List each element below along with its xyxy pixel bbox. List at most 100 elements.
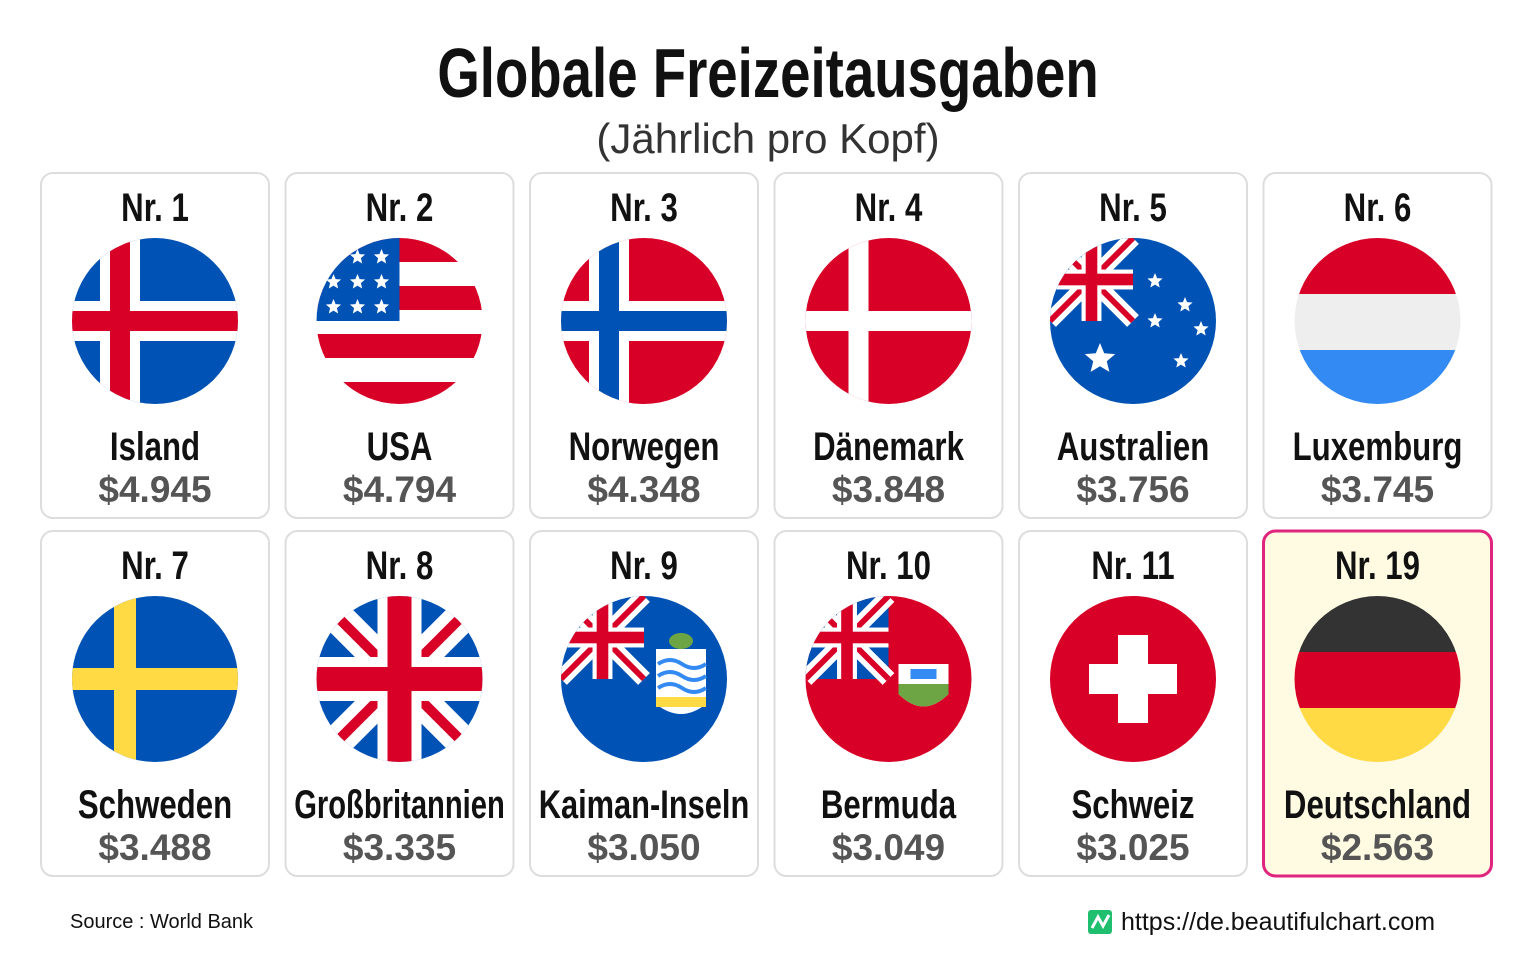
value: $3.848 [832, 469, 945, 510]
card: Nr. 10 Bermuda$3.049 [773, 530, 1004, 877]
flag-part [596, 596, 609, 679]
rank-group: Nr. 4 [855, 185, 923, 230]
rank-group: Nr. 10 [846, 543, 931, 588]
value: $4.945 [98, 469, 211, 510]
flag-part [1118, 635, 1148, 723]
flag-part [910, 669, 937, 679]
flag [1050, 238, 1216, 404]
country-group: Großbritannien [294, 782, 505, 827]
rank: Nr. 1 [121, 185, 189, 230]
country-group: Bermuda [821, 782, 957, 827]
source: Source : World Bank [70, 911, 254, 933]
flag-star [349, 299, 366, 314]
country-group: Dänemark [813, 424, 964, 469]
card: Nr. 19 Deutschland$2.563 [1262, 529, 1493, 878]
value: $3.049 [832, 827, 945, 868]
flag-part [656, 658, 708, 670]
flag [1050, 596, 1216, 762]
country: Island [110, 424, 200, 469]
flag-star [349, 249, 366, 264]
flag-part [561, 311, 727, 331]
card: Nr. 4 Dänemark$3.848 [773, 172, 1004, 519]
subtitle: (Jährlich pro Kopf) [596, 115, 939, 162]
flag-part [848, 238, 869, 404]
rank: Nr. 10 [846, 543, 931, 588]
flag-star [1193, 321, 1209, 336]
country-group: Australien [1057, 424, 1210, 469]
country-group: Schweden [78, 782, 232, 827]
flag-star [373, 299, 390, 314]
country: Australien [1057, 424, 1210, 469]
flag [561, 596, 727, 762]
flag-star [1177, 297, 1193, 312]
flag-part [841, 596, 853, 679]
country: Dänemark [813, 424, 964, 469]
flag-part [316, 358, 483, 382]
country-group: Norwegen [569, 424, 720, 469]
rank-group: Nr. 8 [366, 543, 434, 588]
card: Nr. 1 Island$4.945 [40, 172, 270, 519]
rank-group: Nr. 1 [121, 185, 189, 230]
flag-star [373, 274, 390, 289]
rank: Nr. 4 [855, 185, 923, 230]
value: $4.348 [587, 469, 700, 510]
country-group: Deutschland [1284, 782, 1471, 827]
flag-part [1294, 652, 1461, 708]
flag-star [1147, 273, 1163, 288]
rank-group: Nr. 7 [121, 543, 189, 588]
flag-part [656, 670, 708, 682]
card: Nr. 9 Kaiman-Inseln$3.050 [529, 530, 759, 877]
card: Nr. 11 Schweiz$3.025 [1018, 530, 1248, 877]
flag-part [387, 596, 412, 762]
rank: Nr. 7 [121, 543, 189, 588]
title-group: Globale Freizeitausgaben [437, 35, 1098, 113]
rank-group: Nr. 3 [610, 185, 678, 230]
flag [316, 596, 483, 762]
value: $3.745 [1321, 469, 1434, 510]
rank: Nr. 9 [610, 543, 678, 588]
logo-line [1090, 913, 1111, 930]
flag [805, 596, 972, 762]
country: Großbritannien [294, 782, 505, 827]
country: USA [367, 424, 433, 469]
country-group: Luxemburg [1293, 424, 1463, 469]
value: $2.563 [1321, 827, 1434, 868]
rank: Nr. 2 [366, 185, 434, 230]
country: Kaiman-Inseln [539, 782, 750, 827]
flag-part [669, 633, 693, 649]
country-group: Schweiz [1071, 782, 1194, 827]
country: Deutschland [1284, 782, 1471, 827]
flag-star [373, 249, 390, 264]
flag-part [656, 697, 706, 707]
country: Schweiz [1071, 782, 1194, 827]
rank: Nr. 11 [1091, 543, 1174, 588]
country: Norwegen [569, 424, 720, 469]
rank-group: Nr. 6 [1344, 185, 1412, 230]
logo [1088, 910, 1112, 934]
flag-part [114, 596, 136, 762]
value: $3.756 [1076, 469, 1189, 510]
flag-part [110, 238, 130, 404]
flag-part [72, 668, 238, 690]
rank-group: Nr. 9 [610, 543, 678, 588]
cards: Nr. 1 Island$4.945 Nr. 2 USA$4.794 Nr. 3 Norw… [40, 172, 1493, 878]
rank-group: Nr. 19 [1335, 543, 1420, 588]
rank-group: Nr. 11 [1091, 543, 1174, 588]
flag-part [656, 682, 708, 694]
rank-group: Nr. 5 [1099, 185, 1167, 230]
card: Nr. 5 Australien$3.756 [1018, 172, 1248, 519]
flag-star [325, 299, 342, 314]
rank: Nr. 19 [1335, 543, 1420, 588]
country: Schweden [78, 782, 232, 827]
card: Nr. 2 USA$4.794 [284, 172, 515, 519]
flag-star [1147, 313, 1163, 328]
flag [72, 238, 238, 404]
flag [805, 238, 972, 404]
flag-star [1084, 343, 1116, 372]
flag [561, 238, 727, 404]
value: $4.794 [343, 469, 457, 510]
value: $3.488 [98, 827, 211, 868]
rank: Nr. 3 [610, 185, 678, 230]
title: Globale Freizeitausgaben [437, 35, 1098, 113]
